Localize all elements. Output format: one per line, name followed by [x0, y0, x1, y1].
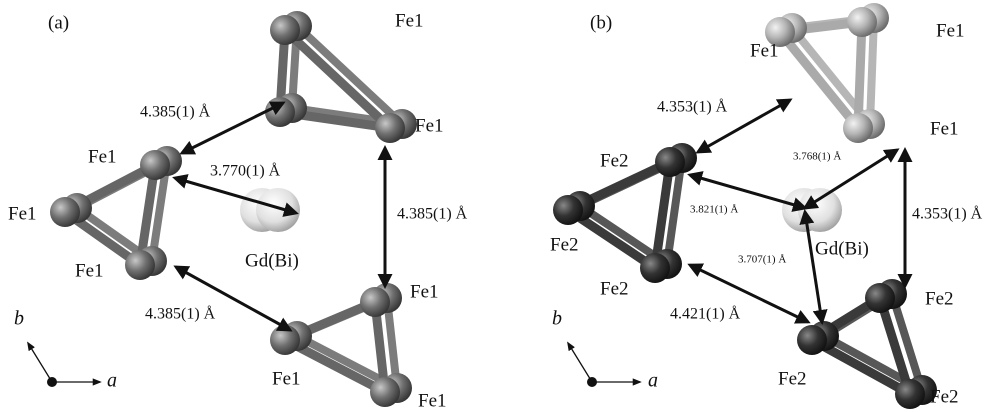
center-atom [256, 188, 300, 232]
atom [125, 250, 155, 280]
atom-label: Fe2 [930, 386, 959, 407]
bond [780, 32, 858, 128]
distance-label: 4.385(1) Å [145, 305, 216, 323]
atom [375, 113, 405, 143]
atom [865, 283, 895, 313]
structure [28, 3, 937, 409]
distance-label: 4.353(1) Å [912, 205, 983, 223]
atom-label: Fe1 [395, 10, 424, 31]
panel-label: (a) [48, 12, 69, 33]
atom-label: Fe2 [925, 288, 954, 309]
atom-label: Fe1 [272, 368, 301, 389]
atom-label: Fe2 [600, 278, 629, 299]
axis-arrow [28, 343, 52, 382]
distance-label: 3.768(1) Å [793, 151, 841, 163]
atom-label: Fe2 [778, 368, 807, 389]
distance-label: 4.353(1) Å [657, 98, 728, 116]
atom [847, 7, 877, 37]
atom [797, 325, 827, 355]
figure: (a) Fe1 Fe1 Fe1 Fe1 Fe1 Fe1 Fe1 Fe1 Gd(B… [0, 0, 1005, 412]
atom [270, 15, 300, 45]
atom-label: Fe1 [936, 20, 965, 41]
atom [640, 253, 670, 283]
center-atom [798, 188, 842, 232]
atom-label: Fe2 [600, 150, 629, 171]
distance-label: 3.707(1) Å [738, 254, 786, 266]
atom-label: Fe2 [550, 234, 579, 255]
atom-label: Fe1 [418, 390, 447, 411]
axis-label: b [552, 308, 562, 330]
atom [50, 197, 80, 227]
distance-label: 4.421(1) Å [670, 305, 741, 323]
atom [553, 195, 583, 225]
center-label: Gd(Bi) [245, 250, 299, 271]
axis-label: a [107, 370, 117, 392]
atom-label: Fe1 [750, 40, 779, 61]
distance-label: 4.385(1) Å [140, 103, 211, 121]
atom [370, 377, 400, 407]
atom [270, 325, 300, 355]
atom [895, 379, 925, 409]
distance-label: 3.770(1) Å [210, 162, 281, 180]
atom [843, 113, 873, 143]
axis-arrow [568, 343, 592, 382]
atom-label: Fe1 [415, 115, 444, 136]
axis-label: a [648, 370, 658, 392]
axis-label: b [14, 308, 24, 330]
distance-label: 4.385(1) Å [397, 205, 468, 223]
atom [140, 150, 170, 180]
atom [265, 97, 295, 127]
atom [360, 287, 390, 317]
atom-label: Fe1 [410, 281, 439, 302]
atom [655, 147, 685, 177]
atom-label: Fe1 [88, 146, 117, 167]
panel-label: (b) [590, 12, 612, 33]
center-label: Gd(Bi) [815, 238, 869, 259]
atom-label: Fe1 [75, 260, 104, 281]
atom-label: Fe1 [8, 203, 37, 224]
atom-label: Fe1 [930, 118, 959, 139]
distance-label: 3.821(1) Å [690, 204, 738, 216]
